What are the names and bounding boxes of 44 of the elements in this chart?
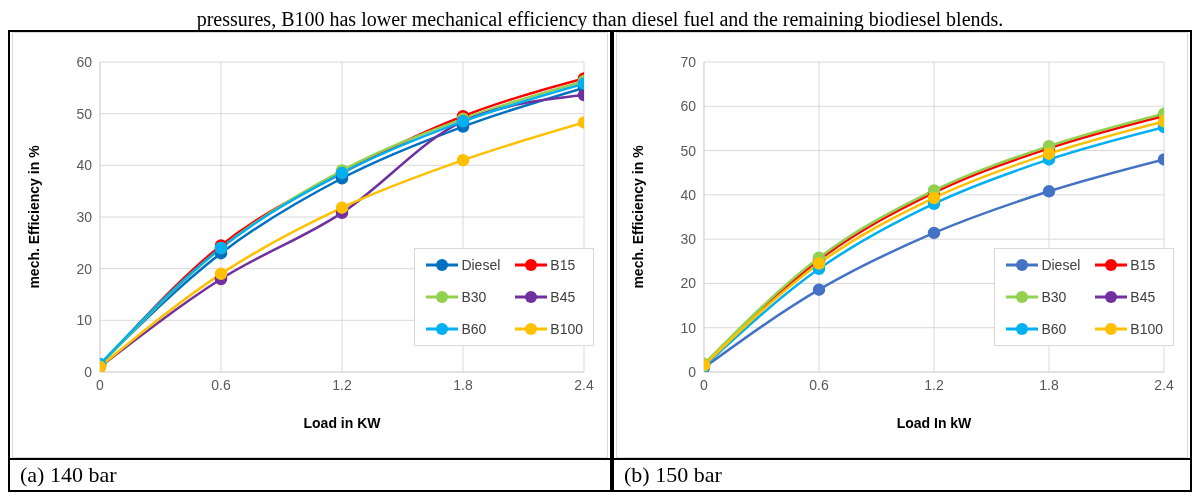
legend-label: B45: [1130, 289, 1156, 305]
y-axis-title: mech. Efficiency in %: [629, 144, 646, 289]
y-tick-label: 40: [680, 186, 697, 203]
x-tick-label: 1.2: [924, 376, 944, 393]
x-tick-label: 1.2: [332, 376, 352, 393]
legend-label: B15: [550, 257, 576, 273]
x-tick-label: 0: [700, 376, 709, 393]
legend-label: Diesel: [1041, 257, 1081, 273]
legend-label: B15: [1130, 257, 1156, 273]
y-tick-label: 10: [680, 319, 697, 336]
legend-label: B60: [1041, 321, 1067, 337]
x-tick-label: 2.4: [1154, 376, 1174, 393]
y-tick-label: 50: [680, 142, 697, 159]
text: pressures, B100 has lower mechanical efficiency than diesel fuel and the remaining biodiesel blends.: [195, 8, 1005, 30]
y-tick-label: 20: [76, 260, 93, 277]
x-axis-title: Load in KW: [303, 415, 382, 431]
y-tick-label: 70: [680, 53, 697, 70]
x-tick-label: 2.4: [574, 376, 594, 393]
legend-label: B100: [550, 321, 583, 337]
x-axis-title: Load In kW: [896, 415, 973, 431]
x-tick-label: 0.6: [809, 376, 829, 393]
x-tick-label: 1.8: [1039, 376, 1059, 393]
legend-label: Diesel: [461, 257, 501, 273]
y-axis-title: mech. Efficiency in %: [25, 144, 42, 289]
y-tick-label: 40: [76, 157, 93, 174]
legend-label: B60: [461, 321, 487, 337]
legend-label: B30: [461, 289, 487, 305]
y-tick-label: 30: [76, 208, 93, 225]
y-tick-label: 0: [84, 363, 93, 380]
y-tick-label: 30: [680, 231, 697, 248]
legend-label: B30: [1041, 289, 1067, 305]
x-tick-label: 0: [96, 376, 105, 393]
y-tick-label: 50: [76, 105, 93, 122]
text: (a) 140 bar: [8, 460, 612, 492]
y-tick-label: 60: [680, 98, 697, 115]
legend-label: B100: [1130, 321, 1163, 337]
y-tick-label: 60: [76, 53, 93, 70]
legend-label: B45: [550, 289, 576, 305]
y-tick-label: 0: [688, 363, 697, 380]
text: (b) 150 bar: [612, 460, 1192, 492]
y-tick-label: 10: [76, 312, 93, 329]
y-tick-label: 20: [680, 275, 697, 292]
x-tick-label: 1.8: [453, 376, 473, 393]
x-tick-label: 0.6: [211, 376, 231, 393]
